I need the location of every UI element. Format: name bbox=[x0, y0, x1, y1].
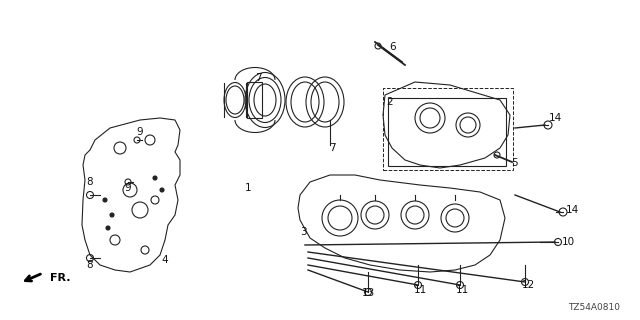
Text: 9: 9 bbox=[137, 127, 143, 137]
Text: 9: 9 bbox=[125, 183, 131, 193]
Text: 3: 3 bbox=[300, 227, 307, 237]
Text: 12: 12 bbox=[522, 280, 534, 290]
Circle shape bbox=[110, 213, 114, 217]
Text: 2: 2 bbox=[387, 97, 394, 107]
Text: 10: 10 bbox=[561, 237, 575, 247]
Text: 11: 11 bbox=[413, 285, 427, 295]
Text: 14: 14 bbox=[565, 205, 579, 215]
Text: 8: 8 bbox=[86, 260, 93, 270]
Circle shape bbox=[160, 188, 164, 192]
Circle shape bbox=[106, 226, 110, 230]
Text: 1: 1 bbox=[244, 183, 252, 193]
Circle shape bbox=[103, 198, 107, 202]
Bar bbox=[247, 82, 262, 118]
Text: 5: 5 bbox=[512, 158, 518, 168]
Text: 6: 6 bbox=[390, 42, 396, 52]
Text: 7: 7 bbox=[255, 73, 261, 83]
Text: TZ54A0810: TZ54A0810 bbox=[568, 303, 620, 312]
Text: 7: 7 bbox=[329, 143, 335, 153]
Text: FR.: FR. bbox=[50, 273, 70, 283]
Text: 13: 13 bbox=[362, 288, 374, 298]
Bar bbox=[388, 98, 506, 166]
Text: 8: 8 bbox=[86, 177, 93, 187]
Text: 14: 14 bbox=[548, 113, 562, 123]
Text: 11: 11 bbox=[456, 285, 468, 295]
Circle shape bbox=[153, 176, 157, 180]
Text: 4: 4 bbox=[162, 255, 168, 265]
Bar bbox=[383, 88, 513, 170]
